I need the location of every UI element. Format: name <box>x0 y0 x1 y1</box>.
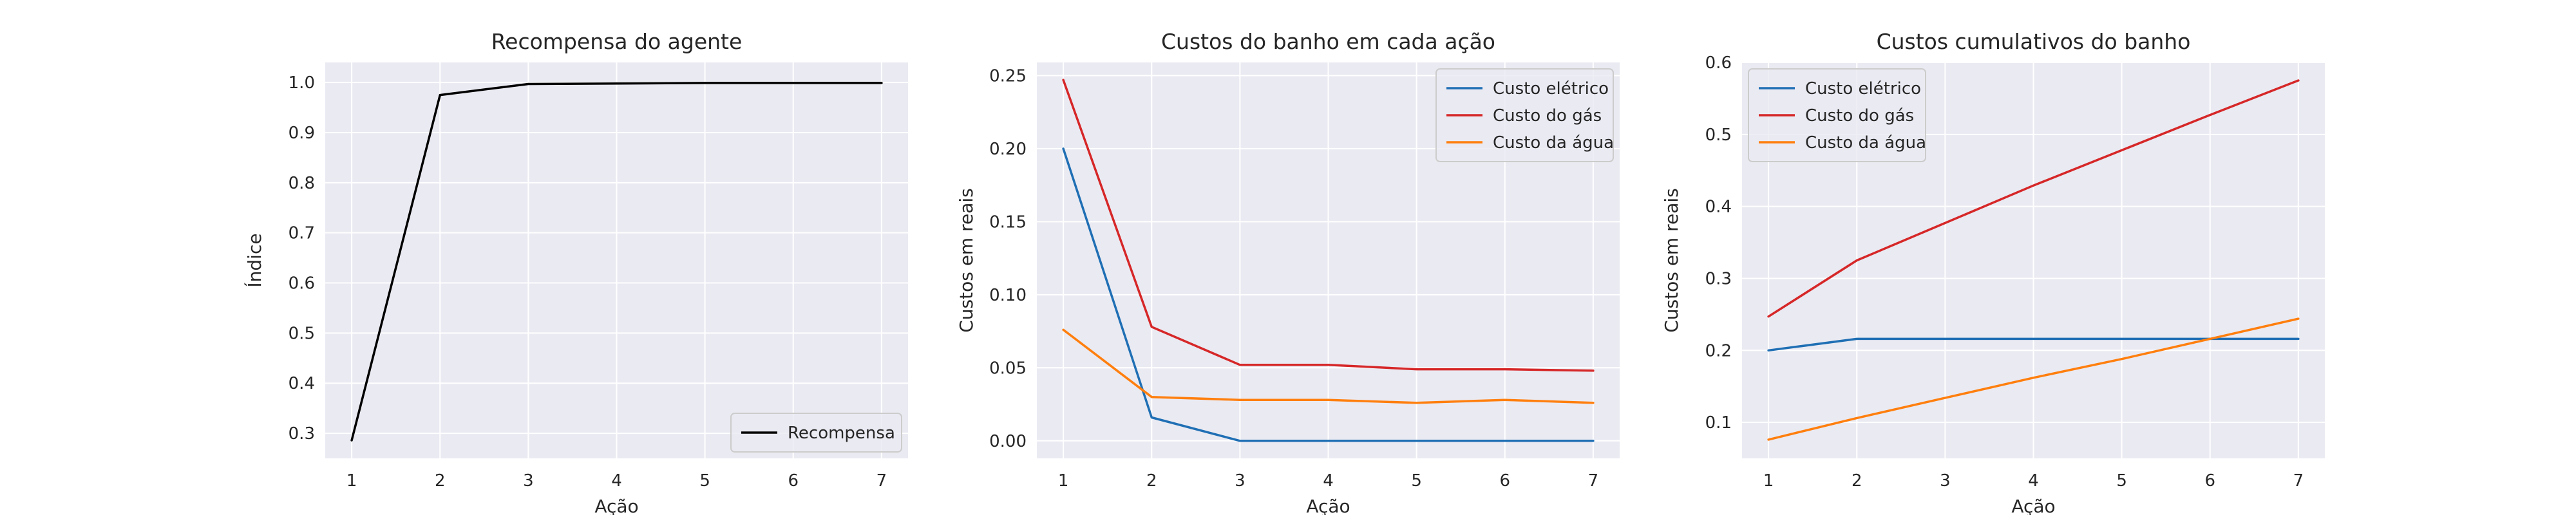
y-tick-label: 0.15 <box>989 212 1027 232</box>
y-tick-label: 0.6 <box>289 274 315 294</box>
x-tick-label: 7 <box>1588 471 1599 491</box>
y-axis-label: Índice <box>243 233 265 287</box>
y-tick-label: 0.5 <box>1705 126 1732 145</box>
y-axis-label: Custos em reais <box>1661 188 1682 333</box>
legend-label: Custo elétrico <box>1493 79 1609 98</box>
x-tick-label: 1 <box>1763 471 1774 491</box>
x-tick-label: 4 <box>1323 471 1334 491</box>
x-tick-label: 2 <box>1852 471 1862 491</box>
x-tick-label: 6 <box>788 471 799 491</box>
x-tick-label: 6 <box>2204 471 2215 491</box>
legend: Custo elétrico Custo do gás Custo da água <box>1435 68 1614 162</box>
legend-box <box>1748 68 1926 162</box>
y-tick-label: 0.6 <box>1705 53 1732 73</box>
x-axis-label: Ação <box>2011 496 2055 515</box>
x-tick-label: 3 <box>523 471 534 491</box>
x-tick-label: 2 <box>1146 471 1157 491</box>
x-tick-label: 3 <box>1235 471 1245 491</box>
legend-label: Recompensa <box>788 424 895 443</box>
legend-label: Custo do gás <box>1493 106 1602 126</box>
chart-2: 1 2 3 4 5 6 7 0.00 0.05 0.10 0.15 0.20 0.25 Custos do… <box>956 29 1620 515</box>
chart-1: 1 2 3 4 5 6 7 0.3 0.4 0.5 0.6 0.7 0.8 0.9 1.0 Recompens… <box>243 29 908 515</box>
y-tick-label: 0.20 <box>989 140 1027 159</box>
y-tick-label: 0.9 <box>289 124 315 143</box>
x-tick-label: 4 <box>2028 471 2039 491</box>
legend-box <box>1435 68 1614 162</box>
chart-title: Custos do banho em cada ação <box>1161 29 1495 54</box>
chart-3: 1 2 3 4 5 6 7 0.1 0.2 0.3 0.4 0.5 0.6 Custos cumulati… <box>1661 29 2325 515</box>
y-tick-label: 0.2 <box>1705 341 1732 360</box>
legend-label: Custo do gás <box>1805 106 1914 126</box>
x-tick-label: 5 <box>2116 471 2127 491</box>
x-tick-label: 5 <box>1411 471 1422 491</box>
series-line-3 <box>1062 328 1595 404</box>
series-line-3 <box>1767 317 2300 441</box>
series-line-1 <box>350 82 883 442</box>
legend-box <box>730 413 902 453</box>
legend-label: Custo da água <box>1493 133 1614 153</box>
y-tick-label: 0.8 <box>289 174 315 193</box>
y-tick-label: 1.0 <box>289 73 315 93</box>
legend-label: Custo elétrico <box>1805 79 1921 98</box>
y-tick-label: 0.7 <box>289 224 315 243</box>
y-axis-label: Custos em reais <box>956 188 977 333</box>
x-tick-label: 2 <box>435 471 446 491</box>
legend: Recompensa <box>730 413 902 453</box>
y-tick-label: 0.00 <box>989 432 1027 451</box>
x-tick-label: 1 <box>1058 471 1069 491</box>
x-tick-label: 4 <box>611 471 622 491</box>
x-tick-label: 6 <box>1499 471 1510 491</box>
series-line-2 <box>1767 79 2300 318</box>
y-tick-label: 0.3 <box>289 424 315 444</box>
y-tick-label: 0.25 <box>989 66 1027 86</box>
x-tick-label: 5 <box>699 471 710 491</box>
x-tick-label: 3 <box>1940 471 1951 491</box>
series-line-2 <box>1062 79 1595 372</box>
y-tick-label: 0.05 <box>989 359 1027 378</box>
series-line-1 <box>1062 147 1595 442</box>
y-tick-label: 0.10 <box>989 286 1027 305</box>
chart-title: Custos cumulativos do banho <box>1877 29 2191 54</box>
legend-label: Custo da água <box>1805 133 1926 153</box>
x-tick-label: 7 <box>876 471 887 491</box>
y-tick-label: 0.1 <box>1705 413 1732 433</box>
y-tick-label: 0.4 <box>1705 198 1732 217</box>
legend: Custo elétrico Custo do gás Custo da água <box>1748 68 1926 162</box>
y-tick-label: 0.3 <box>1705 269 1732 288</box>
x-axis-label: Ação <box>1306 496 1350 515</box>
x-tick-label: 7 <box>2293 471 2304 491</box>
x-tick-label: 1 <box>346 471 357 491</box>
y-tick-label: 0.5 <box>289 324 315 343</box>
y-tick-label: 0.4 <box>289 374 315 393</box>
x-axis-label: Ação <box>594 496 638 515</box>
chart-title: Recompensa do agente <box>491 29 743 54</box>
